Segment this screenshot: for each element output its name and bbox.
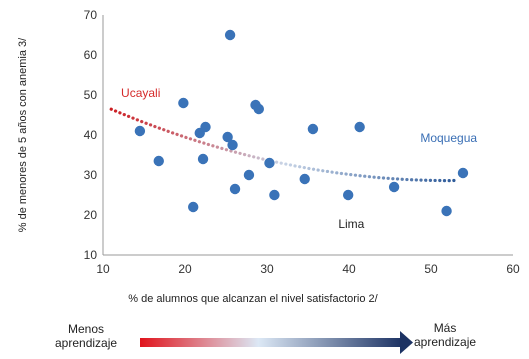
x-tick-label: 50 (424, 262, 438, 276)
x-tick-label: 10 (96, 262, 110, 276)
data-point (388, 181, 400, 193)
annotation-label: Lima (338, 217, 364, 231)
learning-scale-arrowhead (400, 331, 413, 354)
data-point (222, 131, 233, 143)
x-tick-label: 40 (342, 262, 356, 276)
annotations: Ucayali Moqueguа Lima (121, 86, 477, 231)
annotation-label: Moqueguа (420, 131, 477, 145)
y-tick-label: 50 (84, 88, 98, 102)
annotation-label: Ucayali (121, 86, 160, 100)
less-learning-label: Menos aprendizaje (55, 322, 118, 350)
data-point (243, 169, 255, 181)
learning-scale-bar (140, 338, 403, 347)
y-tick-label: 60 (84, 48, 98, 62)
data-point (269, 189, 280, 201)
data-point (178, 97, 189, 109)
y-tick-label: 30 (84, 168, 98, 182)
data-point (200, 121, 211, 133)
x-tick-label: 60 (506, 262, 520, 276)
data-point (441, 205, 452, 217)
more-learning-label: Más aprendizaje (414, 321, 477, 349)
data-point (457, 167, 469, 179)
data-point (229, 183, 241, 195)
x-tick-label: 20 (178, 262, 192, 276)
data-points (134, 29, 469, 217)
x-axis-title: % de alumnos que alcanzan el nivel satis… (128, 293, 378, 305)
data-point (188, 201, 199, 213)
y-tick-label: 70 (84, 8, 98, 22)
y-axis-title: % de menores de 5 años con anemia 3/ (17, 37, 29, 232)
data-point (354, 121, 365, 133)
data-point (307, 123, 319, 135)
trend-curve (109, 107, 458, 183)
data-point (342, 189, 354, 201)
data-point (253, 103, 264, 115)
data-point (134, 125, 146, 137)
y-tick-label: 20 (84, 208, 98, 222)
y-tick-label: 10 (84, 248, 98, 262)
data-point (224, 29, 236, 41)
data-point (227, 139, 238, 151)
trendline (109, 107, 458, 183)
y-ticks: 10 20 30 40 50 60 70 (84, 8, 98, 262)
data-point (299, 173, 310, 185)
axes (102, 15, 513, 256)
y-tick-label: 40 (84, 128, 98, 142)
data-point (264, 157, 275, 169)
data-point (197, 153, 209, 165)
x-ticks: 10 20 30 40 50 60 (96, 262, 520, 276)
data-point (153, 155, 164, 167)
x-tick-label: 30 (260, 262, 274, 276)
